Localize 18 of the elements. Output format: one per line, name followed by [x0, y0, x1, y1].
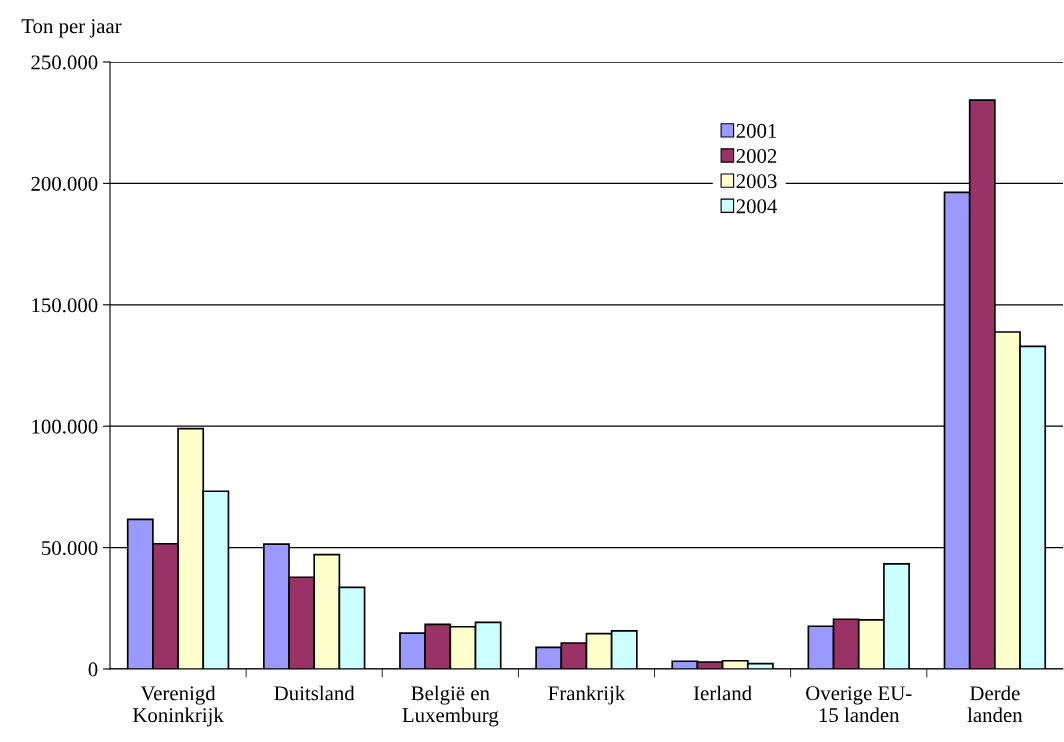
legend-label: 2001 [736, 123, 777, 138]
y-tick-label: 150.000 [32, 298, 98, 313]
x-tick-label: Duitsland [274, 685, 355, 701]
y-tick-label: 200.000 [31, 176, 98, 191]
x-tick-label: Overige EU- 15 landen [806, 686, 912, 723]
legend-label: 2003 [736, 174, 777, 189]
x-tick-label: Derde landen [967, 685, 1023, 723]
y-tick-label: 250.000 [31, 55, 98, 70]
y-axis-title: Ton per jaar [21, 19, 122, 38]
y-tick-label: 100.000 [32, 419, 98, 434]
legend-label: 2002 [736, 148, 777, 164]
x-tick-label: Verenigd Koninkrijk [132, 685, 224, 727]
x-tick-label: Ierland [693, 685, 752, 701]
y-tick-label: 50.000 [42, 540, 98, 556]
y-tick-label: 0 [88, 662, 98, 677]
x-tick-label: België en Luxemburg [402, 685, 499, 727]
x-tick-label: Frankrijk [548, 685, 626, 705]
legend-label: 2004 [736, 199, 778, 214]
